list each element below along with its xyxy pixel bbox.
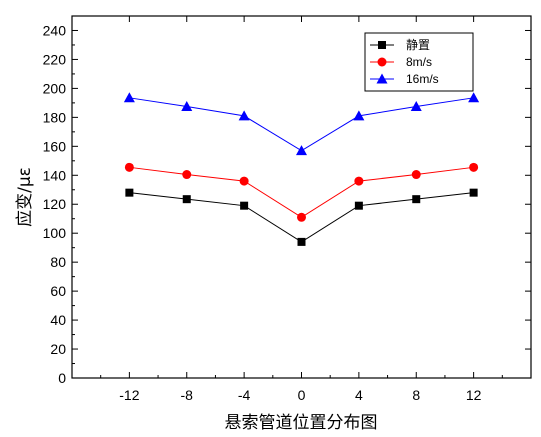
data-point <box>125 188 134 197</box>
data-point <box>239 176 249 186</box>
data-point <box>353 110 365 121</box>
legend-marker <box>376 73 388 84</box>
data-point <box>297 212 306 222</box>
y-axis-title: 应变/με <box>15 167 35 227</box>
data-point <box>410 101 422 111</box>
y-tick-label: 80 <box>50 254 66 270</box>
data-point <box>354 176 364 186</box>
legend-marker <box>378 41 386 49</box>
y-tick-label: 0 <box>58 370 66 386</box>
legend-marker <box>377 57 387 67</box>
y-tick-label: 100 <box>43 225 67 241</box>
x-tick-label: 4 <box>355 387 363 403</box>
y-tick-label: 60 <box>50 283 66 299</box>
data-point <box>411 170 421 180</box>
legend-label: 8m/s <box>406 55 432 69</box>
y-tick-label: 160 <box>43 138 67 154</box>
data-point <box>123 92 135 103</box>
legend-label: 静置 <box>406 38 430 52</box>
data-point <box>412 195 421 204</box>
x-tick-label: 8 <box>412 387 420 403</box>
series-2 <box>124 162 479 222</box>
x-tick-label: -4 <box>238 387 251 403</box>
x-axis: -12 -8 -4 0 4 8 12 <box>100 16 503 403</box>
legend-item: 静置 <box>370 38 430 52</box>
data-point <box>240 201 249 210</box>
legend: 静置 8m/s 16m/s <box>364 32 474 92</box>
data-point <box>182 195 191 204</box>
data-point <box>296 145 307 156</box>
data-point <box>181 101 193 111</box>
data-point <box>124 162 134 172</box>
y-tick-label: 40 <box>50 312 66 328</box>
data-point <box>182 170 192 180</box>
legend-item: 8m/s <box>370 55 432 69</box>
x-tick-label: 0 <box>298 387 306 403</box>
data-point <box>469 188 478 197</box>
y-tick-label: 240 <box>43 22 67 38</box>
legend-item: 16m/s <box>370 72 439 86</box>
y-tick-label: 200 <box>43 80 67 96</box>
series-layer <box>123 92 480 246</box>
y-tick-label: 20 <box>50 341 66 357</box>
data-point <box>354 201 363 210</box>
data-point <box>469 162 479 172</box>
series-line <box>129 97 474 152</box>
data-point <box>238 110 250 121</box>
series-3 <box>123 92 480 156</box>
data-point <box>297 237 306 246</box>
x-tick-label: -12 <box>119 387 139 403</box>
y-axis: 0 20 40 60 80 100 120 140 160 180 200 220 240 <box>43 22 531 386</box>
x-tick-label: -8 <box>181 387 194 403</box>
y-tick-label: 140 <box>43 167 67 183</box>
series-1 <box>125 188 478 246</box>
y-tick-label: 120 <box>43 196 67 212</box>
legend-label: 16m/s <box>406 72 439 86</box>
data-point <box>468 92 480 103</box>
x-tick-label: 12 <box>466 387 482 403</box>
y-tick-label: 180 <box>43 109 67 125</box>
x-axis-title: 悬索管道位置分布图 <box>225 413 378 433</box>
y-tick-label: 220 <box>43 51 67 67</box>
series-line <box>129 166 474 218</box>
